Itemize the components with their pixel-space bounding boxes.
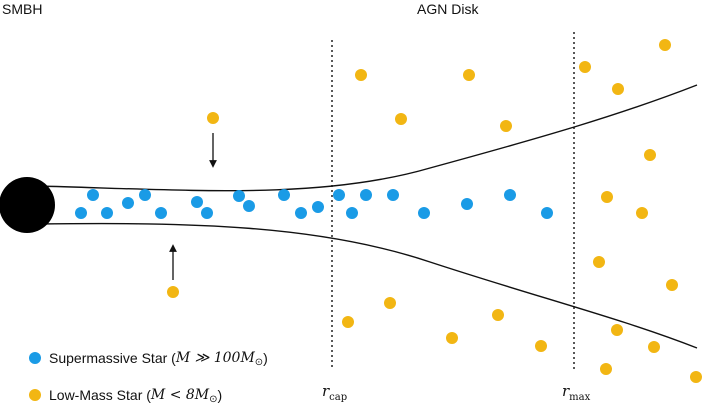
supermassive-star bbox=[233, 190, 245, 202]
r-max-main: r bbox=[562, 382, 570, 400]
low-mass-star bbox=[644, 149, 656, 161]
low-mass-stars bbox=[167, 39, 702, 383]
smbh-label: SMBH bbox=[2, 1, 43, 17]
low-mass-star bbox=[648, 341, 660, 353]
low-mass-star bbox=[492, 309, 504, 321]
legend-low-mass-sub: ⊙ bbox=[209, 393, 218, 405]
supermassive-star bbox=[278, 189, 290, 201]
supermassive-star bbox=[87, 189, 99, 201]
r-cap-sub: cap bbox=[329, 392, 348, 403]
low-mass-star bbox=[593, 256, 605, 268]
supermassive-star bbox=[191, 196, 203, 208]
supermassive-star bbox=[418, 207, 430, 219]
legend-supermassive: Supermassive Star ( M ≫ 100M ⊙ ) bbox=[49, 348, 268, 368]
legend-low-mass-math: M < 8M bbox=[150, 387, 210, 403]
supermassive-star bbox=[243, 200, 255, 212]
legend-low-mass-close: ) bbox=[217, 387, 223, 403]
legend-supermassive-label: Supermassive Star ( bbox=[49, 350, 176, 366]
supermassive-star bbox=[201, 207, 213, 219]
r-cap-label: rcap bbox=[322, 382, 347, 403]
supermassive-star bbox=[295, 207, 307, 219]
supermassive-star bbox=[360, 189, 372, 201]
r-max-sub: max bbox=[569, 392, 591, 403]
supermassive-star bbox=[312, 201, 324, 213]
legend-supermassive-sub: ⊙ bbox=[254, 356, 264, 368]
disk-upper-boundary bbox=[37, 84, 698, 192]
low-mass-star bbox=[659, 39, 671, 51]
low-mass-star bbox=[690, 371, 702, 383]
low-mass-star bbox=[611, 324, 623, 336]
legend-low-mass-swatch bbox=[29, 389, 41, 401]
low-mass-star bbox=[579, 61, 591, 73]
black-hole-circle bbox=[0, 177, 55, 233]
agn-disk-label: AGN Disk bbox=[417, 1, 479, 17]
supermassive-star bbox=[122, 197, 134, 209]
low-mass-star bbox=[395, 113, 407, 125]
supermassive-stars bbox=[75, 189, 553, 219]
low-mass-star bbox=[500, 120, 512, 132]
supermassive-star bbox=[333, 189, 345, 201]
low-mass-star bbox=[463, 69, 475, 81]
supermassive-star bbox=[155, 207, 167, 219]
r-max-label: rmax bbox=[562, 382, 590, 403]
supermassive-star bbox=[346, 207, 358, 219]
supermassive-star bbox=[387, 189, 399, 201]
legend-supermassive-swatch bbox=[29, 352, 41, 364]
supermassive-star bbox=[504, 189, 516, 201]
low-mass-star bbox=[384, 297, 396, 309]
low-mass-star bbox=[355, 69, 367, 81]
low-mass-star bbox=[666, 279, 678, 291]
supermassive-star bbox=[139, 189, 151, 201]
low-mass-star bbox=[342, 316, 354, 328]
supermassive-star bbox=[541, 207, 553, 219]
low-mass-star bbox=[600, 363, 612, 375]
disk-lower-boundary bbox=[37, 222, 698, 349]
low-mass-star bbox=[612, 83, 624, 95]
low-mass-star bbox=[636, 207, 648, 219]
legend-supermassive-close: ) bbox=[263, 350, 268, 366]
supermassive-star bbox=[461, 198, 473, 210]
legend-low-mass: Low-Mass Star ( M < 8M ⊙ ) bbox=[49, 385, 222, 405]
supermassive-star bbox=[101, 207, 113, 219]
low-mass-star bbox=[207, 112, 219, 124]
legend-low-mass-label: Low-Mass Star ( bbox=[49, 387, 151, 403]
low-mass-star bbox=[535, 340, 547, 352]
low-mass-star bbox=[167, 286, 179, 298]
r-cap-main: r bbox=[322, 382, 330, 400]
low-mass-star bbox=[446, 332, 458, 344]
low-mass-star bbox=[601, 191, 613, 203]
supermassive-star bbox=[75, 207, 87, 219]
legend-supermassive-math: M ≫ 100M bbox=[175, 350, 255, 366]
